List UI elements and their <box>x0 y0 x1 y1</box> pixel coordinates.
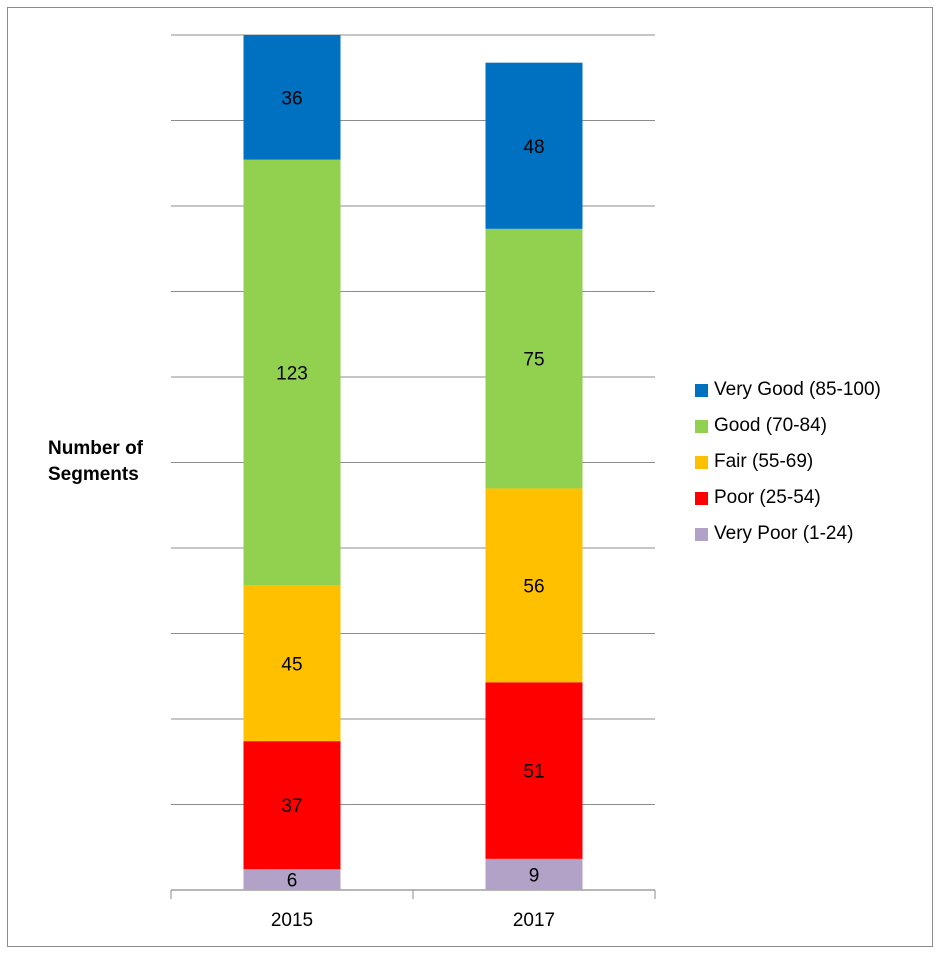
bar-segment <box>485 62 583 229</box>
legend-item: Fair (55-69) <box>695 444 881 480</box>
bar-segment <box>243 869 341 890</box>
x-tick-label: 2015 <box>271 910 313 931</box>
data-label: 37 <box>281 796 302 817</box>
bar-segment <box>243 585 341 742</box>
bar-segment <box>243 159 341 586</box>
data-label: 45 <box>281 654 302 675</box>
legend-label: Very Poor (1-24) <box>714 523 854 544</box>
data-label: 36 <box>281 88 302 109</box>
bar-segment <box>485 228 583 489</box>
legend-swatch <box>695 527 708 541</box>
bar-segment <box>485 682 583 859</box>
legend-item: Very Poor (1-24) <box>695 516 881 552</box>
data-label: 75 <box>523 350 544 371</box>
y-axis-label: Number of Segments <box>48 438 143 485</box>
legend-label: Fair (55-69) <box>714 451 814 472</box>
legend-item: Poor (25-54) <box>695 480 881 516</box>
bar-segment <box>485 488 583 683</box>
legend-label: Very Good (85-100) <box>714 379 881 400</box>
data-label: 56 <box>523 576 544 597</box>
chart-frame <box>7 7 933 947</box>
legend-item: Good (70-84) <box>695 408 881 444</box>
legend-swatch <box>695 419 708 433</box>
legend-item: Very Good (85-100) <box>695 372 881 408</box>
legend-label: Good (70-84) <box>714 415 828 436</box>
legend-swatch <box>695 491 708 505</box>
legend-swatch <box>695 455 708 469</box>
legend: Very Good (85-100) Good (70-84) Fair (55-6… <box>695 372 881 552</box>
bar-segment <box>243 35 341 160</box>
x-tick-label: 2017 <box>513 910 555 931</box>
data-label: 123 <box>276 364 308 385</box>
bar-segment <box>243 741 341 870</box>
data-label: 48 <box>523 137 544 158</box>
bar-segment <box>485 858 583 890</box>
legend-label: Poor (25-54) <box>714 487 821 508</box>
legend-swatch <box>695 383 708 397</box>
data-label: 6 <box>287 871 298 892</box>
data-label: 9 <box>529 865 540 886</box>
data-label: 51 <box>523 762 544 783</box>
